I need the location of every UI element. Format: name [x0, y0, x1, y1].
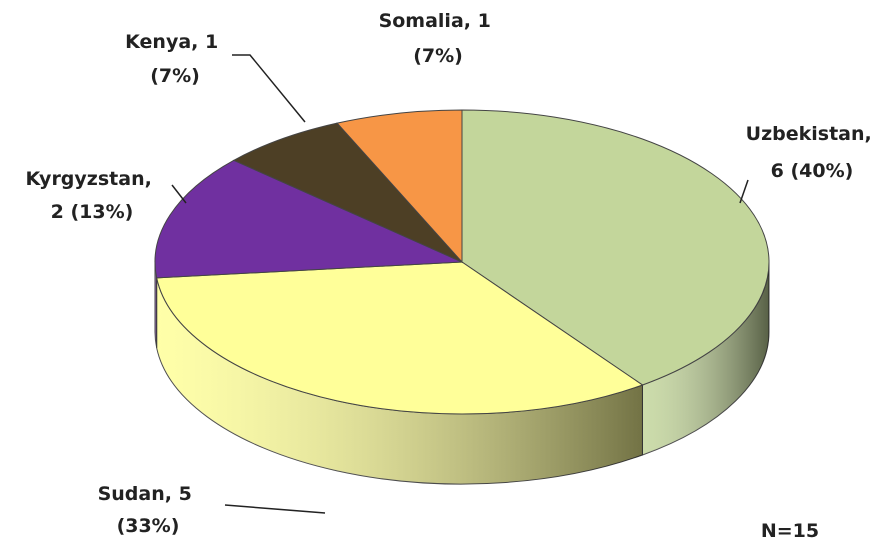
label-line: 6 (40%): [771, 160, 854, 182]
data-label: Sudan, 5 (33%): [98, 483, 199, 537]
slice: [336, 109, 463, 264]
slice-side-shade: [156, 277, 643, 484]
label-line: Kyrgyzstan,: [26, 168, 159, 190]
label-line: (7%): [150, 65, 200, 87]
annotation: N=15: [761, 520, 819, 542]
label-line: Somalia, 1: [379, 10, 498, 32]
slice: [156, 261, 644, 415]
label-line: Uzbekistan,: [746, 123, 879, 145]
data-label: Kyrgyzstan, 2 (13%): [26, 168, 159, 223]
leader-line: [171, 184, 187, 204]
data-label: Kenya, 1 (7%): [125, 31, 225, 87]
slice-side-shade: [642, 262, 769, 455]
slice: [154, 159, 463, 279]
label-line: (7%): [413, 45, 463, 67]
leader-line: [224, 504, 326, 514]
label-line: (33%): [117, 515, 180, 537]
slice-side-shade: [155, 262, 157, 348]
leader-line: [739, 179, 749, 204]
slice: [232, 122, 463, 263]
slice: [461, 109, 770, 386]
label-line: 2 (13%): [51, 201, 134, 223]
data-label: Uzbekistan, 6 (40%): [746, 123, 879, 182]
leader-line: [232, 54, 306, 123]
label-line: Sudan, 5: [98, 483, 199, 505]
label-line: Kenya, 1: [125, 31, 225, 53]
data-label: Somalia, 1 (7%): [379, 10, 498, 67]
